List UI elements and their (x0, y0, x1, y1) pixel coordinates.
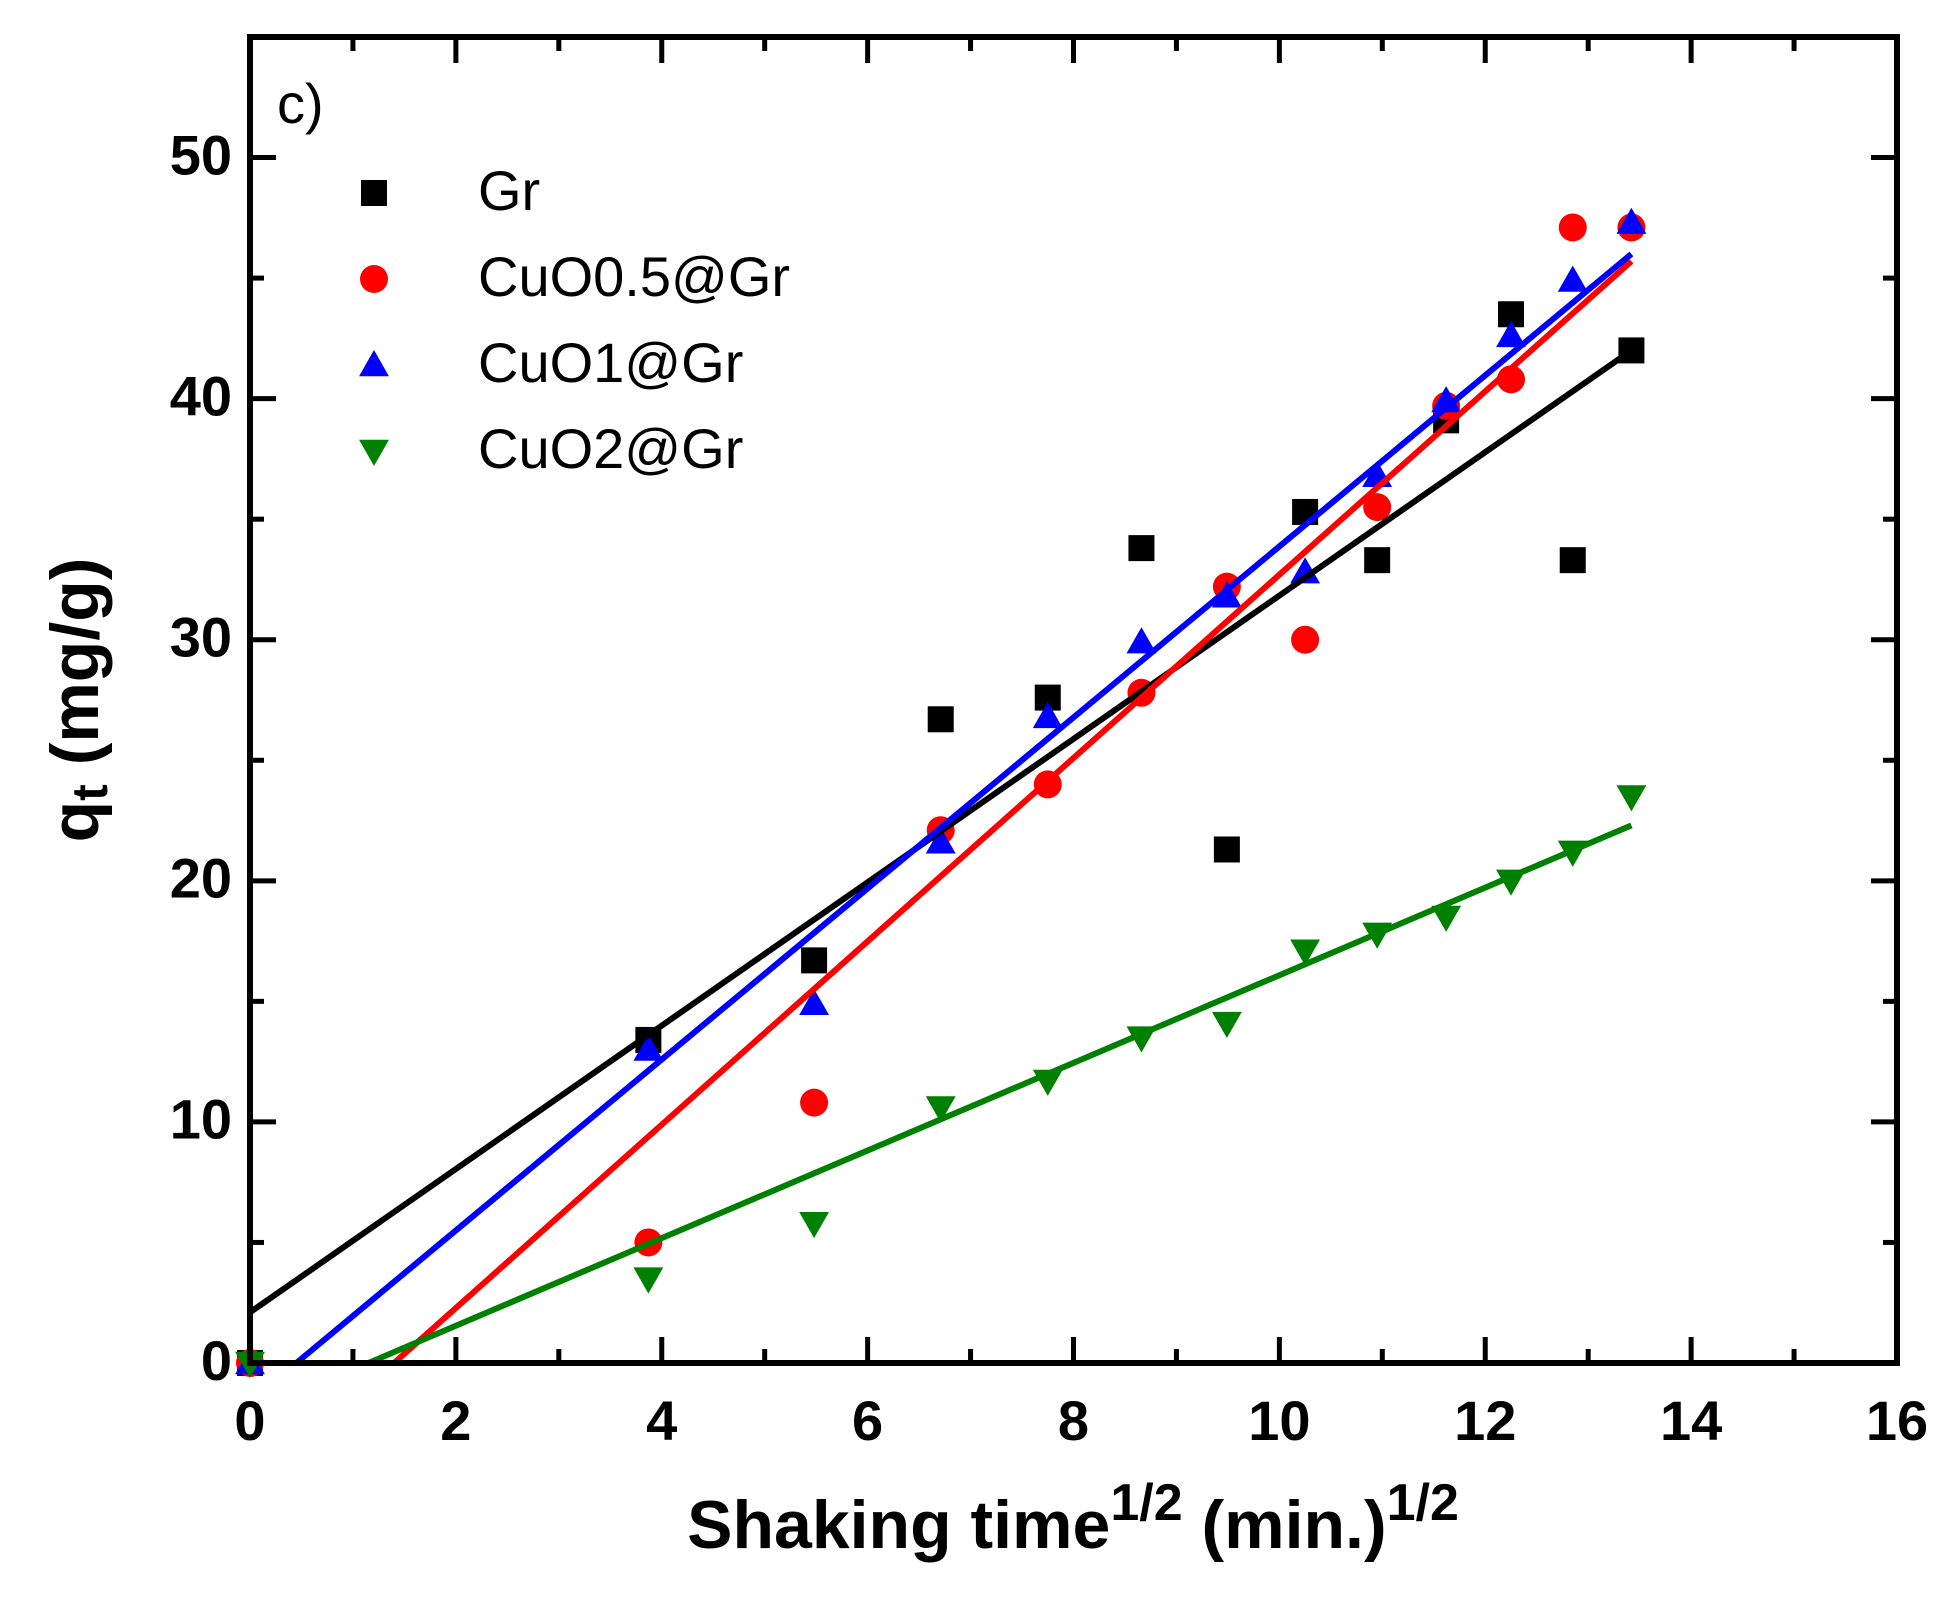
x-tick-label: 16 (1866, 1389, 1928, 1452)
y-tick-label: 40 (170, 364, 232, 427)
marker (1213, 836, 1240, 863)
marker (1557, 265, 1588, 292)
marker (799, 1211, 830, 1239)
marker (1363, 493, 1392, 522)
y-label-part: q (37, 801, 113, 843)
legend-marker (359, 350, 389, 377)
marker (1431, 386, 1462, 413)
marker (1364, 547, 1391, 574)
legend-label: CuO1@Gr (478, 331, 743, 394)
marker (1128, 535, 1155, 562)
marker (1290, 557, 1321, 584)
fit-line (392, 258, 1634, 1366)
legend-label: CuO0.5@Gr (478, 245, 790, 308)
legend-marker (360, 265, 388, 293)
marker (1211, 581, 1242, 608)
annotation: c) (277, 72, 324, 135)
x-tick-label: 12 (1454, 1389, 1516, 1452)
marker (633, 1034, 664, 1061)
marker (633, 1267, 664, 1294)
legend-marker (359, 439, 389, 466)
marker (800, 1088, 829, 1117)
marker (799, 988, 830, 1015)
y-tick-label: 50 (170, 123, 232, 186)
x-tick-label: 6 (852, 1389, 883, 1452)
marker (1616, 207, 1647, 234)
marker (1211, 1011, 1242, 1039)
x-tick-label: 4 (646, 1389, 677, 1452)
y-label-sub: t (62, 784, 118, 801)
marker (1126, 627, 1157, 654)
marker (1558, 213, 1587, 242)
x-tick-label: 2 (440, 1389, 471, 1452)
y-tick-label: 10 (170, 1088, 232, 1151)
fit-line (367, 822, 1633, 1366)
marker (927, 706, 954, 733)
y-tick-label: 30 (170, 606, 232, 669)
marker (1496, 321, 1526, 348)
x-label-part: (min.) (1183, 1487, 1387, 1563)
x-label-part: Shaking time (687, 1487, 1110, 1563)
plot-frame (247, 34, 1900, 1366)
y-tick-label: 0 (201, 1329, 232, 1392)
marker (1559, 547, 1586, 574)
marker (1290, 939, 1321, 966)
x-label-sup: 1/2 (1387, 1474, 1459, 1532)
marker (1032, 701, 1063, 729)
fit-line (294, 251, 1634, 1366)
x-tick-label: 8 (1058, 1389, 1089, 1452)
y-axis-label: qt (mg/g) (37, 558, 118, 843)
x-tick-label: 10 (1248, 1389, 1310, 1452)
x-tick-label: 14 (1660, 1389, 1722, 1452)
x-tick-label: 0 (234, 1389, 265, 1452)
marker (925, 1096, 956, 1123)
legend-label: Gr (478, 159, 540, 222)
marker (1291, 625, 1320, 654)
marker (1616, 785, 1647, 812)
y-tick-label: 20 (170, 847, 232, 910)
marker (801, 947, 828, 974)
y-label-part: (mg/g) (37, 558, 113, 785)
marker (925, 827, 956, 854)
x-label-sup: 1/2 (1110, 1474, 1182, 1532)
legend-label: CuO2@Gr (478, 417, 743, 480)
legend-marker (361, 180, 387, 206)
x-axis-label: Shaking time1/2 (min.)1/2 (687, 1474, 1459, 1563)
marker (1431, 905, 1462, 932)
